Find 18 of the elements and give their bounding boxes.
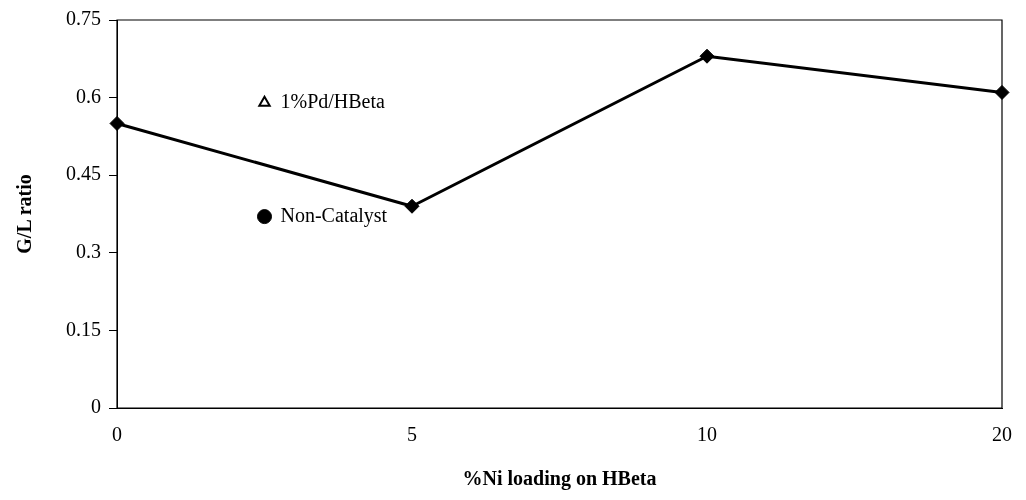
y-tick-label: 0.75 xyxy=(66,7,101,30)
point xyxy=(404,198,420,214)
x-tick-label: 5 xyxy=(407,423,417,446)
y-tick-label: 0.45 xyxy=(66,162,101,185)
y-tick-label: 0.6 xyxy=(76,84,101,107)
point xyxy=(257,209,272,225)
y-tick-label: 0.3 xyxy=(76,240,101,263)
x-tick-label: 0 xyxy=(112,423,122,446)
series-label: Non-Catalyst xyxy=(280,203,388,227)
y-tick-label: 0 xyxy=(91,395,101,418)
y-axis-title: G/L ratio xyxy=(13,174,36,254)
x-tick-label: 20 xyxy=(992,423,1012,446)
x-tick-label: 10 xyxy=(697,423,717,446)
y-tick-label: 0.15 xyxy=(66,317,101,340)
series-label: 1%Pd/HBeta xyxy=(280,90,386,113)
point xyxy=(699,48,715,64)
point xyxy=(258,95,271,107)
x-axis-title: %Ni loading on HBeta xyxy=(462,467,657,491)
